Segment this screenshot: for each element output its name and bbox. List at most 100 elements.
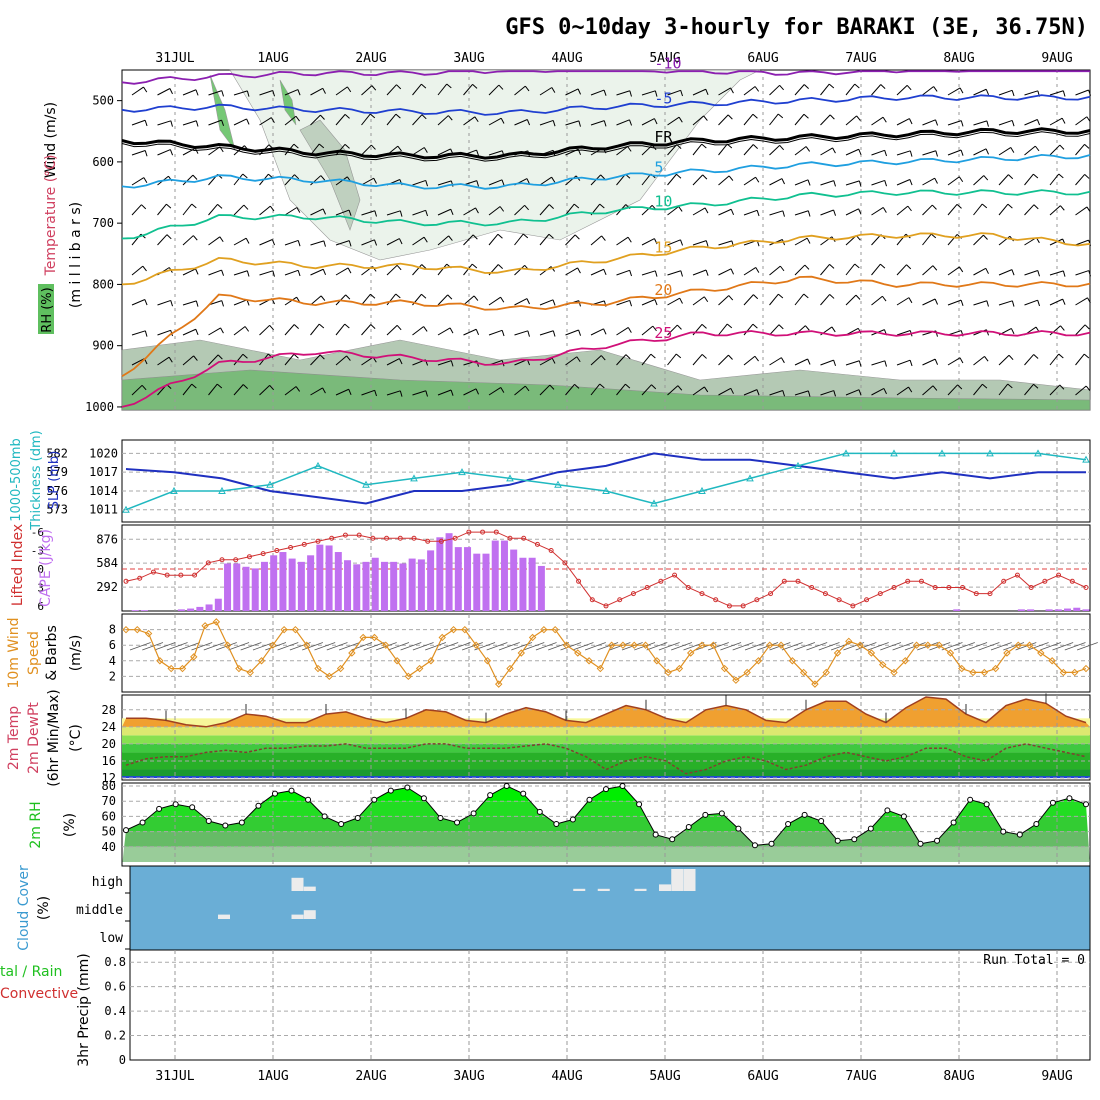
slp-left-titles: 1000-500mb Thickness (dm) SLP (mb) xyxy=(9,430,62,530)
top-date-axis: 31JUL 1AUG 2AUG 3AUG 4AUG 5AUG 6AUG 7AUG 8AUG 9AU… xyxy=(155,51,1072,66)
wind-barb xyxy=(820,114,831,126)
wind-barb-flag xyxy=(983,234,988,240)
wind-speed-marker xyxy=(551,625,559,634)
wind-barb xyxy=(1024,354,1035,366)
wind-barb xyxy=(871,263,881,276)
wind-speed-marker xyxy=(415,664,424,673)
wind-barb xyxy=(1024,90,1039,96)
wind-barb xyxy=(182,120,197,126)
temp-tick-label: 16 xyxy=(102,754,116,768)
wind-barb-flag xyxy=(548,233,554,239)
wind-barb-flag xyxy=(472,234,478,240)
wind-speed-marker xyxy=(754,657,763,665)
slp-thickness-lines xyxy=(122,449,1090,513)
wind-speed-marker xyxy=(822,668,830,677)
thickness-tick-label: 573 xyxy=(46,503,68,517)
cloud-axis: low middle high xyxy=(76,875,130,950)
wind-barb xyxy=(1075,353,1085,366)
lifted-marker xyxy=(617,597,623,603)
wind-barb xyxy=(871,360,886,366)
temp-left-titles: 2m Temp 2m DewPt (6hr Min/Max) (°C) xyxy=(6,689,84,786)
wind-barb-10m xyxy=(498,642,520,651)
wind-barb-flag xyxy=(195,89,199,96)
wind-barb xyxy=(233,90,248,96)
wind-barb-flag xyxy=(1060,325,1065,331)
wind-barb xyxy=(539,176,552,186)
wind-barb xyxy=(463,263,473,276)
rh-marker xyxy=(751,842,758,849)
wind-barb xyxy=(361,356,374,366)
wind-speed-marker xyxy=(935,641,943,649)
wind-barb-flag xyxy=(985,89,990,95)
wind-barb-flag xyxy=(421,264,427,269)
lifted-marker xyxy=(918,578,924,584)
wind-barb xyxy=(1075,385,1087,396)
wind-barb xyxy=(437,263,448,276)
lifted-marker xyxy=(932,584,938,590)
wind-speed-marker xyxy=(167,664,175,673)
bottom-date-label: 7AUG xyxy=(845,1069,876,1084)
wind-barb xyxy=(284,89,299,96)
wind-barb-flag xyxy=(371,85,377,91)
wind-barb-flag xyxy=(627,327,632,333)
wind-barb xyxy=(1024,383,1034,396)
cloud-bars xyxy=(218,869,696,919)
wind-barb xyxy=(922,265,934,276)
rh-marker xyxy=(222,822,229,829)
wind-barb xyxy=(998,203,1009,216)
pressure-tick-label: 800 xyxy=(92,277,114,291)
cape-bar xyxy=(140,610,148,611)
wind-barb-flag xyxy=(548,204,554,209)
wind-speed-marker xyxy=(912,641,921,649)
thickness-marker xyxy=(218,486,226,494)
wind-barb xyxy=(794,179,809,186)
wind-barb-flag xyxy=(625,354,631,360)
cape-bar xyxy=(436,537,444,611)
wind-barb-flag xyxy=(500,117,505,124)
rh-line xyxy=(123,783,1089,849)
wind-barb xyxy=(386,238,400,246)
temp-axis: 12 16 20 24 28 xyxy=(102,703,116,785)
wind-barb-flag xyxy=(882,116,887,123)
wind-barb-flag xyxy=(756,389,760,396)
wind-barb-10m xyxy=(388,642,410,651)
wind-barb xyxy=(896,118,910,126)
wind-barb xyxy=(539,330,554,336)
wind-barb-10m xyxy=(474,642,496,651)
wind-barb xyxy=(922,204,933,216)
wind-barb xyxy=(157,329,171,336)
wind-barb xyxy=(616,90,630,96)
wind-barb-flag xyxy=(1033,204,1039,210)
wind-barb xyxy=(131,265,144,276)
wind-barb-10m xyxy=(523,642,545,651)
cape-bar xyxy=(297,561,305,611)
wind-barb xyxy=(896,205,909,216)
wind-barb xyxy=(998,383,1009,396)
rh-marker xyxy=(685,824,692,831)
wind-barb xyxy=(565,356,578,366)
wind-barb xyxy=(412,264,423,276)
rh-marker xyxy=(569,816,576,823)
wind-barb xyxy=(208,204,218,216)
rh-marker xyxy=(420,795,427,802)
lifted-marker xyxy=(411,535,417,541)
wind-barb-flag xyxy=(320,114,325,120)
wind-barb-flag xyxy=(191,203,197,209)
wind-barb-flag xyxy=(883,388,887,395)
wind-barb-flag xyxy=(169,149,174,156)
rh-marker xyxy=(189,804,196,811)
wind-barb-flag xyxy=(701,323,707,329)
cloud-bar xyxy=(671,869,684,891)
top-date-label: 4AUG xyxy=(551,51,582,66)
wind-barb xyxy=(667,297,680,306)
rh-marker xyxy=(603,786,609,793)
wind-barb-10m xyxy=(240,642,262,651)
wind-speed-marker xyxy=(664,668,672,677)
wind-barb-flag xyxy=(395,293,401,299)
wind-barb xyxy=(973,203,983,216)
wind-barb xyxy=(284,296,297,306)
wind-barb-flag xyxy=(574,383,580,389)
wind-barb-flag xyxy=(399,210,403,217)
wind-barb-flag xyxy=(1061,117,1066,124)
